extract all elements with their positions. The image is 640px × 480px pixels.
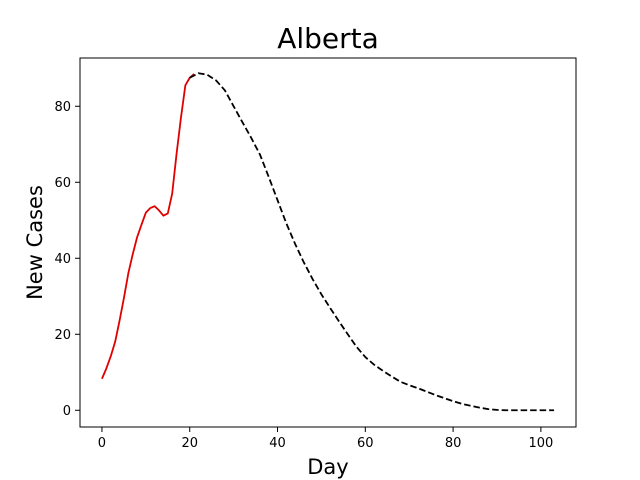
y-axis-label: New Cases (23, 185, 47, 300)
x-tick-label: 0 (98, 436, 106, 451)
y-tick-label: 60 (54, 176, 71, 191)
x-tick-label: 60 (357, 436, 374, 451)
x-axis: 0 20 40 60 80 100 (98, 427, 553, 451)
y-axis: 0 20 40 60 80 (54, 100, 80, 419)
y-tick-label: 40 (54, 252, 71, 267)
observed-cases-line (101, 73, 195, 380)
y-tick-label: 0 (63, 404, 71, 419)
x-tick-label: 100 (528, 436, 553, 451)
chart-title: Alberta (277, 22, 379, 55)
y-tick-label: 80 (54, 100, 71, 115)
plot-frame (79, 57, 577, 428)
x-tick-label: 40 (269, 436, 286, 451)
x-tick-label: 20 (181, 436, 198, 451)
y-tick-label: 20 (54, 328, 71, 343)
series-layer (101, 72, 555, 412)
x-tick-label: 80 (445, 436, 462, 451)
x-axis-label: Day (307, 455, 348, 479)
projected-cases-line (189, 72, 555, 412)
